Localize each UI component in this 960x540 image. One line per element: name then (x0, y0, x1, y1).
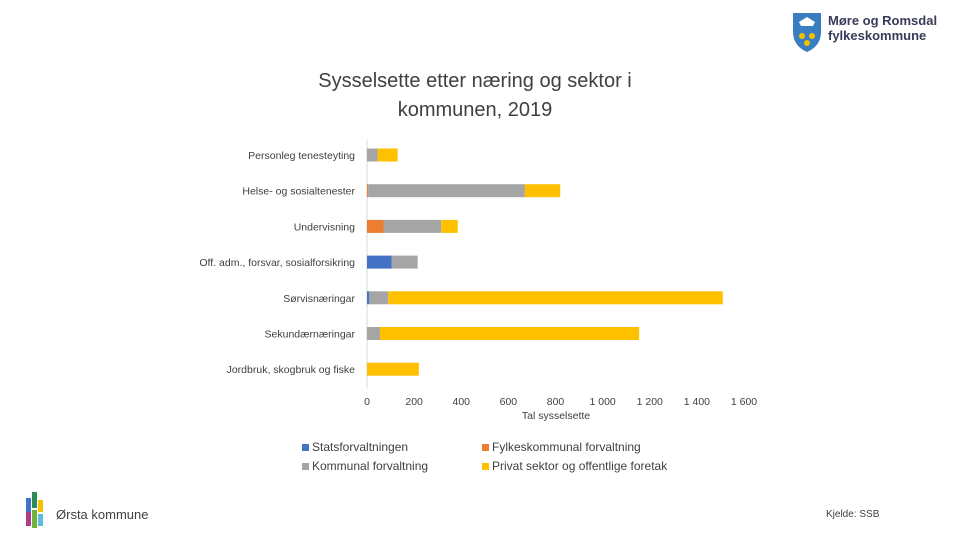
legend-item-fylkeskommunal: Fylkeskommunal forvaltning (482, 440, 641, 454)
bar-segment-2-3 (367, 219, 384, 233)
category-label: Jordbruk, skogbruk og fiske (227, 364, 356, 376)
category-label: Undervisning (294, 221, 355, 233)
org-logo: Møre og Romsdal fylkeskommune (790, 10, 950, 54)
legend-label-kommunal: Kommunal forvaltning (312, 459, 429, 473)
municipality-logo-icon (26, 492, 43, 528)
x-axis-title: Tal sysselsette (522, 410, 590, 422)
x-tick-label: 0 (364, 396, 370, 408)
bar-segment-2-2 (367, 184, 369, 198)
legend-swatch-kommunal (302, 463, 309, 471)
bar-segment-4-6 (379, 327, 640, 340)
legend-label-privat: Privat sektor og offentlige foretak (492, 459, 668, 473)
bar-segment-3-3 (383, 219, 442, 233)
x-tick-label: 400 (452, 396, 470, 408)
bar-segment-1-5 (367, 291, 370, 305)
bar-segment-3-1 (367, 148, 378, 162)
x-tick-label: 1 000 (589, 396, 615, 408)
coat-of-arms-icon (793, 13, 821, 52)
x-tick-label: 1 200 (637, 396, 663, 408)
bar-segment-3-6 (367, 327, 380, 340)
legend-item-statsforvaltningen: Statsforvaltningen (302, 440, 408, 454)
legend-swatch-fylkeskommunal (482, 444, 489, 452)
bar-segment-1-4 (367, 255, 392, 269)
x-tick-label: 800 (547, 396, 565, 408)
category-label: Off. adm., forsvar, sosialforsikring (199, 257, 355, 269)
legend-label-statsforvaltningen: Statsforvaltningen (312, 440, 409, 454)
bar-segment-4-3 (441, 219, 458, 233)
x-tick-label: 600 (500, 396, 518, 408)
category-label: Sørvisnæringar (283, 293, 355, 305)
bar-segment-4-1 (377, 148, 398, 162)
org-name-line2: fylkeskommune (828, 28, 927, 43)
bar-segment-4-5 (388, 291, 723, 305)
org-name-line1: Møre og Romsdal (828, 13, 938, 28)
category-label: Sekundærnæringar (265, 329, 356, 341)
chart-title: Sysselsette etter næring og sektor i kom… (318, 70, 632, 121)
legend-item-kommunal: Kommunal forvaltning (302, 459, 428, 473)
bar-segment-3-2 (368, 184, 525, 198)
x-tick-label: 1 600 (731, 396, 757, 408)
category-label: Helse- og sosialtenester (242, 186, 355, 198)
legend-swatch-privat (482, 463, 489, 471)
bar-segment-4-2 (524, 184, 561, 198)
legend-item-privat: Privat sektor og offentlige foretak (482, 459, 667, 473)
bar-segment-4-7 (367, 362, 419, 376)
x-tick-label: 1 400 (684, 396, 710, 408)
x-tick-label: 200 (405, 396, 423, 408)
legend-label-fylkeskommunal: Fylkeskommunal forvaltning (492, 440, 641, 454)
bar-segment-3-4 (391, 255, 418, 269)
legend-swatch-statsforvaltningen (302, 444, 309, 452)
category-label: Personleg tenesteyting (248, 150, 355, 162)
bar-segment-3-5 (369, 291, 389, 305)
data-source: Kjelde: SSB (826, 509, 880, 520)
municipality-name: Ørsta kommune (56, 507, 149, 522)
